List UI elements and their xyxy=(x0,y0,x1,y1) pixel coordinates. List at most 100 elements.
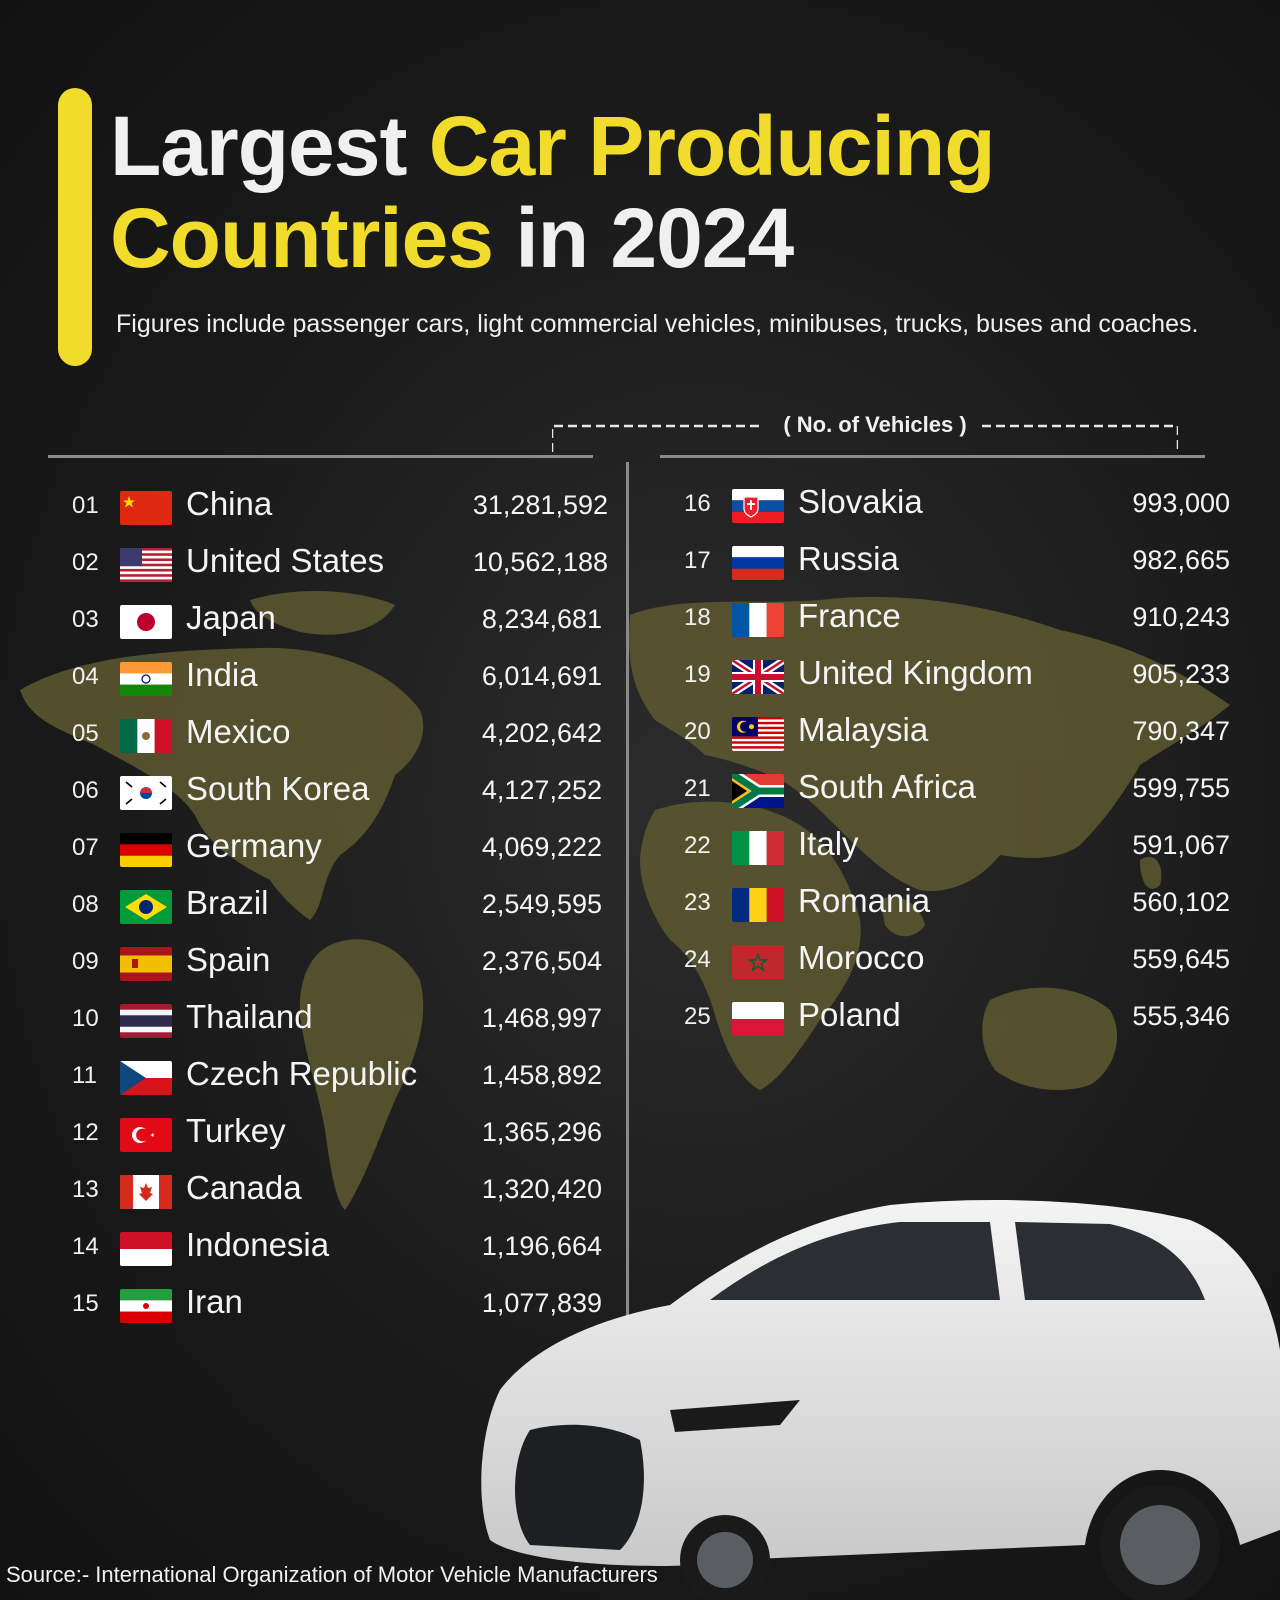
rank-number: 20 xyxy=(684,718,711,745)
table-row: 19 United Kingdom 905,233 xyxy=(0,647,1280,703)
table-row: 14 Indonesia 1,196,664 xyxy=(0,1219,1280,1275)
vehicle-count: 1,458,892 xyxy=(481,1060,602,1090)
country-name: China xyxy=(186,485,273,522)
table-row: 02 United States 10,562,188 xyxy=(0,535,1280,591)
thailand-flag-icon xyxy=(120,1004,172,1038)
malaysia-flag-icon xyxy=(732,717,784,751)
table-row: 20 Malaysia 790,347 xyxy=(0,704,1280,760)
units-label: ( No. of Vehicles ) xyxy=(783,412,967,437)
country-name: Italy xyxy=(798,825,859,862)
country-name: Slovakia xyxy=(798,483,923,520)
country-name: Canada xyxy=(186,1169,302,1206)
rank-number: 02 xyxy=(72,549,99,576)
country-name: Turkey xyxy=(186,1112,286,1149)
vehicle-count: 560,102 xyxy=(1132,887,1230,917)
vehicle-count: 4,202,642 xyxy=(481,718,602,748)
table-row: 09 Spain 2,376,504 xyxy=(0,934,1280,990)
table-row: 24 Morocco 559,645 xyxy=(0,932,1280,988)
country-name: Spain xyxy=(186,941,271,978)
country-name: Brazil xyxy=(186,884,269,921)
vehicle-count: 559,645 xyxy=(1132,944,1230,974)
rank-number: 07 xyxy=(72,834,99,861)
vehicle-count: 4,127,252 xyxy=(481,775,602,805)
country-name: Mexico xyxy=(186,713,291,750)
country-name: South Korea xyxy=(186,770,370,807)
table-row: 12 Turkey 1,365,296 xyxy=(0,1105,1280,1161)
slovakia-flag-icon xyxy=(732,489,784,523)
morocco-flag-icon xyxy=(732,945,784,979)
rank-number: 08 xyxy=(72,891,99,918)
title-part-2: Car Producing xyxy=(428,99,996,193)
table-row: 25 Poland 555,346 xyxy=(0,989,1280,1045)
vehicle-count: 2,376,504 xyxy=(481,946,602,976)
vehicle-count: 1,320,420 xyxy=(481,1174,602,1204)
rank-number: 09 xyxy=(72,948,99,975)
left-header-rule xyxy=(48,455,593,458)
vehicle-count: 1,077,839 xyxy=(481,1288,602,1318)
country-name: India xyxy=(186,656,258,693)
poland-flag-icon xyxy=(732,1002,784,1036)
country-name: Germany xyxy=(186,827,322,864)
vehicle-count: 599,755 xyxy=(1132,773,1230,803)
title-part-4: in 2024 xyxy=(493,191,794,285)
czech-flag-icon xyxy=(120,1061,172,1095)
page-title: Largest Car Producing Countries in 2024 xyxy=(110,99,996,285)
country-name: Malaysia xyxy=(798,711,929,748)
table-row: 16 Slovakia 993,000 xyxy=(0,476,1280,532)
rank-number: 04 xyxy=(72,663,99,690)
table-row: 05 Mexico 4,202,642 xyxy=(0,706,1280,762)
rank-number: 15 xyxy=(72,1290,99,1317)
column-divider xyxy=(626,462,629,1317)
rank-number: 22 xyxy=(684,832,711,859)
rank-number: 17 xyxy=(684,547,711,574)
table-row: 13 Canada 1,320,420 xyxy=(0,1162,1280,1218)
table-row: 21 South Africa 599,755 xyxy=(0,761,1280,817)
vehicle-count: 1,468,997 xyxy=(481,1003,602,1033)
vehicle-count: 1,196,664 xyxy=(481,1231,602,1261)
table-row: 17 Russia 982,665 xyxy=(0,533,1280,589)
rank-number: 13 xyxy=(72,1176,99,1203)
car-illustration xyxy=(481,1200,1280,1600)
vehicle-count: 8,234,681 xyxy=(481,604,602,634)
table-row: 07 Germany 4,069,222 xyxy=(0,820,1280,876)
table-row: 18 France 910,243 xyxy=(0,590,1280,646)
russia-flag-icon xyxy=(732,546,784,580)
table-row: 11 Czech Republic 1,458,892 xyxy=(0,1048,1280,1104)
country-name: United States xyxy=(186,542,385,579)
rank-number: 03 xyxy=(72,606,99,633)
table-row: 10 Thailand 1,468,997 xyxy=(0,991,1280,1047)
country-name: Poland xyxy=(798,996,901,1033)
country-name: South Africa xyxy=(798,768,976,805)
spain-flag-icon xyxy=(120,947,172,981)
vehicle-count: 982,665 xyxy=(1132,545,1230,575)
germany-flag-icon xyxy=(120,833,172,867)
table-row: 06 South Korea 4,127,252 xyxy=(0,763,1280,819)
rank-number: 25 xyxy=(684,1003,711,1030)
country-name: France xyxy=(798,597,901,634)
subtitle: Figures include passenger cars, light co… xyxy=(116,310,1199,338)
vehicle-count: 31,281,592 xyxy=(472,490,608,520)
table-row: 22 Italy 591,067 xyxy=(0,818,1280,874)
rank-number: 16 xyxy=(684,490,711,517)
japan-flag-icon xyxy=(120,605,172,639)
vehicle-count: 4,069,222 xyxy=(481,832,602,862)
indonesia-flag-icon xyxy=(120,1232,172,1266)
italy-flag-icon xyxy=(732,831,784,865)
romania-flag-icon xyxy=(732,888,784,922)
country-name: Romania xyxy=(798,882,931,919)
vehicle-count: 555,346 xyxy=(1132,1001,1230,1031)
vehicle-count: 1,365,296 xyxy=(481,1117,602,1147)
china-flag-icon xyxy=(120,491,172,525)
table-row: 23 Romania 560,102 xyxy=(0,875,1280,931)
rank-number: 21 xyxy=(684,775,711,802)
country-name: Morocco xyxy=(798,939,925,976)
vehicle-count: 2,549,595 xyxy=(481,889,602,919)
rank-number: 10 xyxy=(72,1005,99,1032)
vehicle-count: 905,233 xyxy=(1132,659,1230,689)
vehicle-count: 790,347 xyxy=(1132,716,1230,746)
iran-flag-icon xyxy=(120,1289,172,1323)
rank-number: 06 xyxy=(72,777,99,804)
turkey-flag-icon xyxy=(120,1118,172,1152)
table-row: 04 India 6,014,691 xyxy=(0,649,1280,705)
rank-number: 11 xyxy=(72,1062,97,1089)
